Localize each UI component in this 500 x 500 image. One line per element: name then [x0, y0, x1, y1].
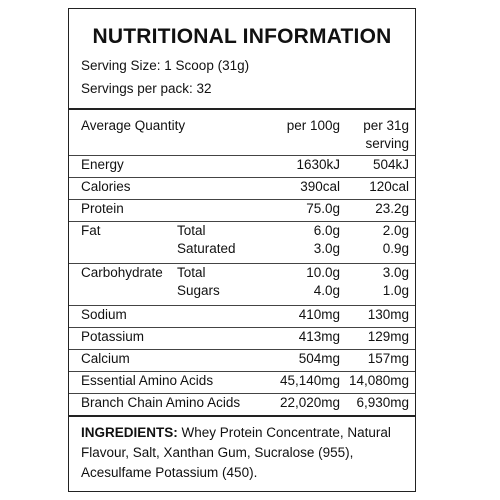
bcaa-per-serve: 6,930mg	[356, 395, 409, 410]
calories-per-serve: 120cal	[369, 179, 409, 194]
divider	[69, 221, 415, 222]
carbs-total-label: Total	[177, 265, 206, 280]
divider	[69, 349, 415, 350]
ingredients-heading: INGREDIENTS:	[81, 425, 178, 440]
fat-total-per-serve: 2.0g	[382, 223, 409, 238]
row-label-essential-amino-acids: Essential Amino Acids	[81, 373, 214, 388]
calories-per100: 390cal	[300, 179, 340, 194]
divider	[69, 199, 415, 200]
row-label-calcium: Calcium	[81, 351, 130, 366]
row-label-fat: Fat	[81, 223, 101, 238]
energy-per100: 1630kJ	[296, 157, 340, 172]
row-label-sodium: Sodium	[81, 307, 127, 322]
protein-per-serve: 23.2g	[375, 201, 409, 216]
divider	[69, 305, 415, 306]
carbs-total-per100: 10.0g	[306, 265, 340, 280]
row-label-potassium: Potassium	[81, 329, 145, 344]
carbs-sugars-per100: 4.0g	[313, 283, 340, 298]
servings-per-pack: Servings per pack: 32	[81, 81, 212, 96]
fat-total-per100: 6.0g	[313, 223, 340, 238]
row-label-calories: Calories	[81, 179, 131, 194]
sodium-per100: 410mg	[298, 307, 340, 322]
header-label: Average Quantity	[81, 118, 186, 133]
calcium-per-serve: 157mg	[367, 351, 409, 366]
bcaa-per100: 22,020mg	[279, 395, 340, 410]
calcium-per100: 504mg	[298, 351, 340, 366]
divider	[69, 393, 415, 394]
carbs-sugars-label: Sugars	[177, 283, 220, 298]
header-per-serve-unit: serving	[365, 136, 409, 151]
fat-saturated-per100: 3.0g	[313, 241, 340, 256]
row-label-bcaa: Branch Chain Amino Acids	[81, 395, 241, 410]
ingredients-text: INGREDIENTS: Whey Protein Concentrate, N…	[81, 423, 407, 483]
nutrition-panel: NUTRITIONAL INFORMATION Serving Size: 1 …	[68, 8, 416, 492]
ingredients-list: Whey Protein Concentrate, Natural Flavou…	[81, 425, 391, 480]
carbs-sugars-per-serve: 1.0g	[382, 283, 409, 298]
eaa-per-serve: 14,080mg	[348, 373, 409, 388]
header-per100: per 100g	[286, 118, 340, 133]
divider	[69, 155, 415, 156]
fat-saturated-per-serve: 0.9g	[382, 241, 409, 256]
panel-title: NUTRITIONAL INFORMATION	[92, 25, 392, 48]
row-label-carbohydrate: Carbohydrate	[81, 265, 163, 280]
sodium-per-serve: 130mg	[367, 307, 409, 322]
divider	[69, 177, 415, 178]
divider	[69, 263, 415, 264]
divider	[69, 371, 415, 372]
divider	[69, 415, 415, 417]
eaa-per100: 45,140mg	[279, 373, 340, 388]
carbs-total-per-serve: 3.0g	[382, 265, 409, 280]
header-per-serve: per 31g	[363, 118, 409, 133]
row-label-energy: Energy	[81, 157, 124, 172]
fat-total-label: Total	[177, 223, 206, 238]
divider	[69, 327, 415, 328]
potassium-per-serve: 129mg	[367, 329, 409, 344]
fat-saturated-label: Saturated	[177, 241, 236, 256]
potassium-per100: 413mg	[298, 329, 340, 344]
protein-per100: 75.0g	[306, 201, 340, 216]
row-label-protein: Protein	[81, 201, 124, 216]
energy-per-serve: 504kJ	[372, 157, 409, 172]
divider	[69, 108, 415, 110]
serving-size: Serving Size: 1 Scoop (31g)	[81, 58, 250, 73]
